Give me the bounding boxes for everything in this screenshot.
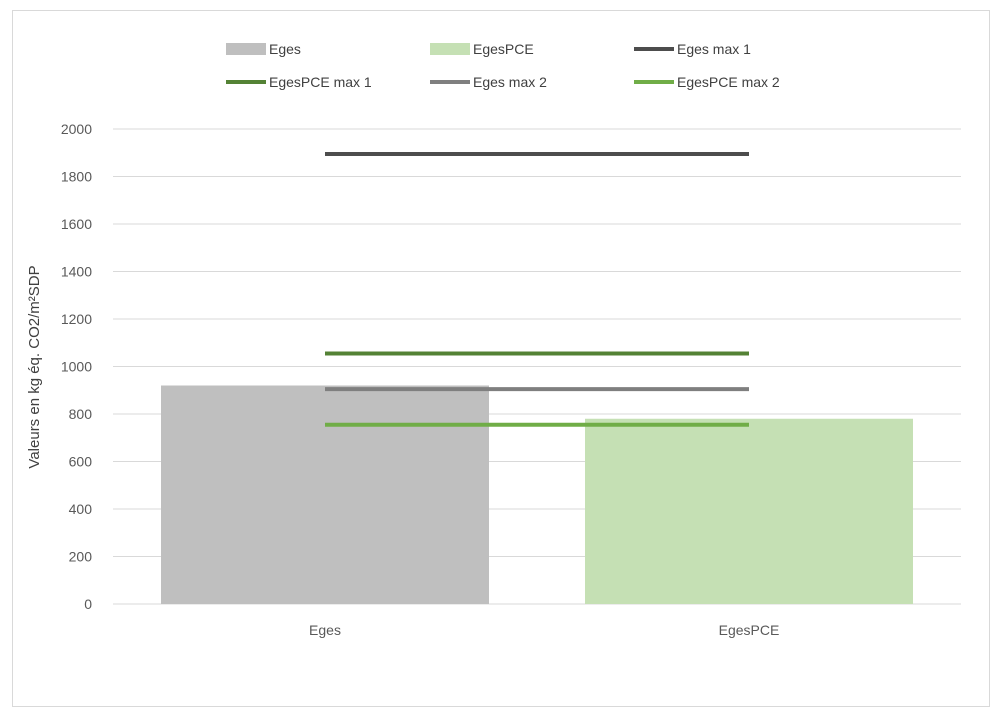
- y-tick-label-2000: 2000: [61, 121, 92, 137]
- y-tick-label-1200: 1200: [61, 311, 92, 327]
- y-tick-label-1000: 1000: [61, 359, 92, 375]
- bar-layer: [161, 385, 913, 604]
- chart-svg: 0 200 400 600 800 1000 1200 1400 1600 1800 2000 Ege…: [26, 41, 961, 638]
- bar-eges: [161, 385, 489, 604]
- legend-egespce-max-1-label: EgesPCE max 1: [269, 74, 372, 90]
- y-tick-label-1600: 1600: [61, 216, 92, 232]
- y-tick-label-200: 200: [69, 549, 93, 565]
- x-tick-label-egespce: EgesPCE: [719, 622, 780, 638]
- x-tick-label-eges: Eges: [309, 622, 341, 638]
- legend-layer: Eges EgesPCE Eges max 1 EgesPCE max 1 Eges m…: [226, 41, 780, 90]
- legend-egespce-max-2-label: EgesPCE max 2: [677, 74, 780, 90]
- y-tick-label-400: 400: [69, 501, 93, 517]
- chart-frame: 0 200 400 600 800 1000 1200 1400 1600 1800 2000 Ege…: [12, 10, 990, 707]
- legend-egespce-label: EgesPCE: [473, 41, 534, 57]
- y-tick-label-1800: 1800: [61, 169, 92, 185]
- legend-eges-max-1-label: Eges max 1: [677, 41, 751, 57]
- y-tick-label-800: 800: [69, 406, 93, 422]
- line-layer: [325, 151, 749, 427]
- legend-eges-swatch: [226, 43, 266, 55]
- legend-egespce-swatch: [430, 43, 470, 55]
- legend-eges-label: Eges: [269, 41, 301, 57]
- y-tick-label-0: 0: [84, 596, 92, 612]
- legend-eges-max-2-label: Eges max 2: [473, 74, 547, 90]
- axis-layer: 0 200 400 600 800 1000 1200 1400 1600 1800 2000 Ege…: [61, 121, 780, 638]
- y-axis-title: Valeurs en kg éq. CO2/m²SDP: [26, 265, 43, 468]
- bar-egespce: [585, 418, 913, 604]
- y-tick-label-1400: 1400: [61, 264, 92, 280]
- y-tick-label-600: 600: [69, 454, 93, 470]
